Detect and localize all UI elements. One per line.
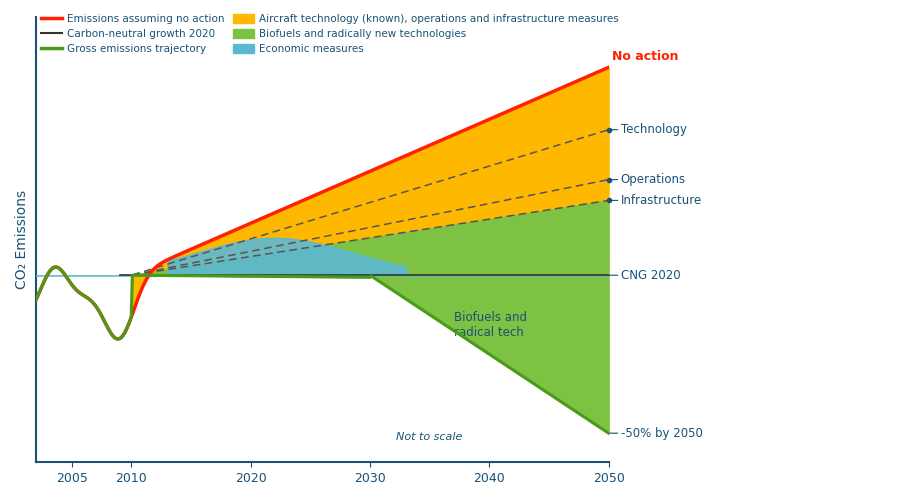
- Text: Technology: Technology: [608, 123, 687, 136]
- Text: Operations: Operations: [608, 173, 686, 186]
- Text: -50% by 2050: -50% by 2050: [608, 426, 702, 440]
- Text: CNG 2020: CNG 2020: [608, 268, 680, 281]
- Text: No action: No action: [612, 50, 679, 63]
- Text: Not to scale: Not to scale: [397, 432, 463, 442]
- Text: Infrastructure: Infrastructure: [608, 194, 702, 207]
- Text: Biofuels and
radical tech: Biofuels and radical tech: [454, 311, 526, 339]
- Legend: Emissions assuming no action, Carbon-neutral growth 2020, Gross emissions trajec: Emissions assuming no action, Carbon-neu…: [41, 14, 619, 54]
- Y-axis label: CO₂ Emissions: CO₂ Emissions: [15, 190, 29, 290]
